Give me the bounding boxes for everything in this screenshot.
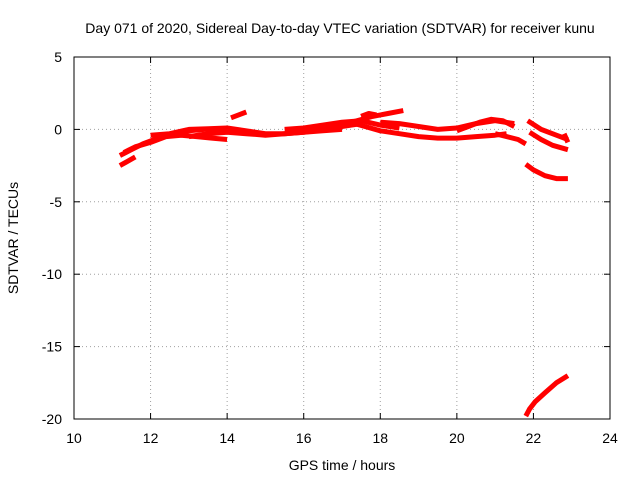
series-arc-13 [494, 131, 528, 147]
x-axis-label: GPS time / hours [289, 457, 396, 473]
x-tick-label: 22 [526, 430, 542, 446]
y-tick-label: 0 [54, 121, 62, 137]
grid-lines [73, 56, 611, 420]
chart-title: Day 071 of 2020, Sidereal Day-to-day VTE… [85, 20, 594, 36]
y-tick-label: -5 [50, 194, 63, 210]
x-tick-label: 20 [449, 430, 465, 446]
series-arc-9 [360, 111, 377, 119]
series-arc-18 [523, 373, 570, 418]
axis-ticks [73, 56, 611, 420]
series-arc-15 [528, 130, 569, 153]
y-tick-label: 5 [54, 49, 62, 65]
x-tick-label: 18 [372, 430, 388, 446]
y-tick-label: -10 [42, 266, 62, 282]
series-arc-12 [456, 116, 516, 134]
series-arc-17 [524, 162, 568, 182]
series-arc-16 [561, 132, 571, 144]
y-tick-label: -20 [42, 411, 62, 427]
x-tick-label: 10 [66, 430, 82, 446]
series-arc-7 [284, 118, 400, 132]
series-arc-6 [230, 109, 248, 121]
series-arc-5 [188, 126, 343, 140]
y-tick-labels: 5 0 -5 -10 -15 -20 [42, 49, 62, 427]
x-tick-label: 12 [143, 430, 159, 446]
x-tick-label: 14 [219, 430, 235, 446]
series-arc-3 [118, 154, 137, 168]
plot-frame [73, 56, 611, 420]
x-tick-labels: 10 12 14 16 18 20 22 24 [66, 430, 618, 446]
x-tick-label: 24 [602, 430, 618, 446]
series-arc-10 [349, 119, 507, 141]
series-arc-14 [526, 118, 569, 142]
y-tick-label: -15 [42, 339, 62, 355]
series-arc-2 [122, 132, 228, 155]
y-axis-label: SDTVAR / TECUs [5, 182, 21, 294]
data-series [118, 108, 571, 418]
x-tick-label: 16 [296, 430, 312, 446]
